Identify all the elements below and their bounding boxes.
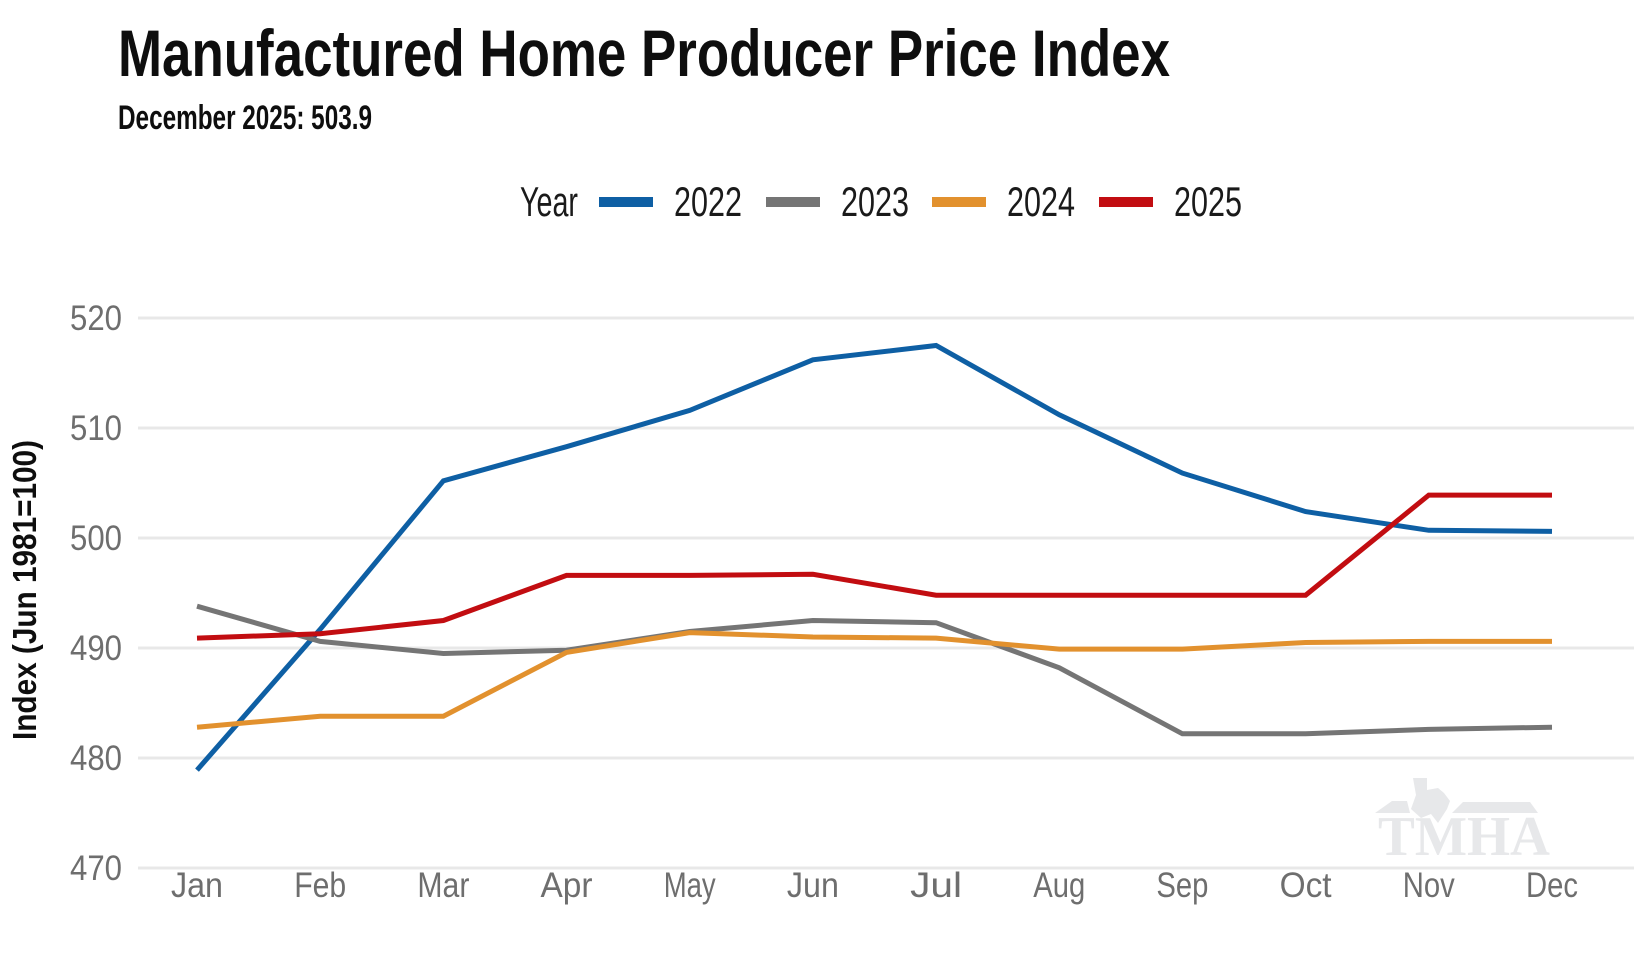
x-tick-label: Jul [910,866,962,905]
legend-title: Year [520,178,578,225]
page-title: Manufactured Home Producer Price Index [118,16,1170,90]
x-tick-label: Nov [1403,866,1455,905]
x-tick-label: Feb [294,866,346,905]
y-tick-label: 470 [70,849,122,888]
legend-item-label: 2022 [674,178,742,225]
x-tick-labels: Jan Feb Mar Apr May Jun Jul Aug Sep Oct Nov Dec [171,866,1578,905]
gridlines [138,316,1634,870]
legend-swatch-2023 [766,197,820,207]
x-tick-label: Oct [1280,866,1332,905]
legend-item-label: 2023 [841,178,909,225]
watermark-roof-left-icon [1375,801,1410,813]
legend-swatch-2024 [932,197,986,207]
watermark-roof-right-icon [1452,802,1538,813]
x-tick-label: Sep [1156,866,1208,905]
x-tick-label: Jun [787,866,839,905]
x-tick-label: Jan [171,866,223,905]
legend-item-2024: 2024 [932,178,1075,225]
legend: Year 2022 2023 2024 2025 [520,178,1242,225]
x-tick-label: Apr [541,866,593,905]
y-tick-labels: 470 480 490 500 510 520 [70,299,122,888]
y-tick-label: 500 [70,519,122,558]
y-axis-title: Index (Jun 1981=100) [6,440,43,740]
legend-item-label: 2024 [1007,178,1075,225]
x-tick-label: Dec [1526,866,1578,905]
y-tick-label: 520 [70,299,122,338]
legend-item-label: 2025 [1174,178,1242,225]
y-tick-label: 510 [70,409,122,448]
series-line-2024 [196,630,1552,730]
x-tick-label: Aug [1033,866,1085,905]
x-tick-label: May [664,866,716,905]
watermark: TMHA [1375,778,1551,868]
series-line-2025 [196,492,1552,641]
watermark-text: TMHA [1378,806,1551,868]
page-subtitle: December 2025: 503.9 [118,99,372,137]
series-line-2022 [195,342,1553,772]
y-tick-label: 490 [70,629,122,668]
y-tick-label: 480 [70,739,122,778]
legend-item-2022: 2022 [599,178,742,225]
legend-item-2023: 2023 [766,178,909,225]
watermark-texas-icon [1411,778,1450,823]
x-tick-label: Mar [417,866,469,905]
series-lines [195,342,1553,772]
legend-swatch-2022 [599,197,653,207]
legend-swatch-2025 [1099,197,1153,207]
series-line-2023 [196,603,1553,737]
legend-item-2025: 2025 [1099,178,1242,225]
